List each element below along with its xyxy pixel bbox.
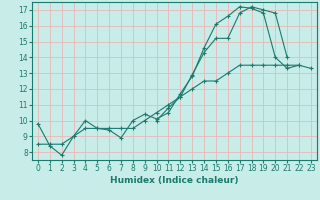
X-axis label: Humidex (Indice chaleur): Humidex (Indice chaleur)	[110, 176, 239, 185]
